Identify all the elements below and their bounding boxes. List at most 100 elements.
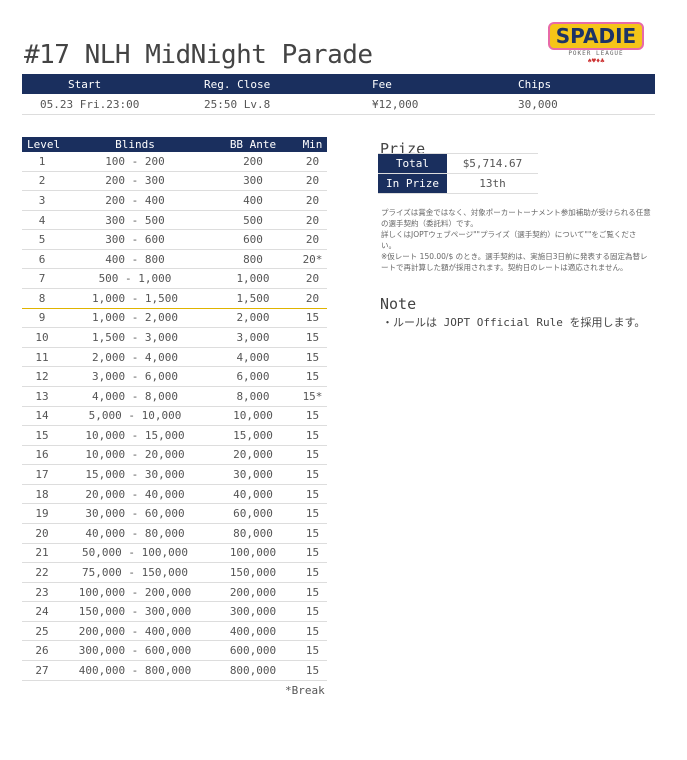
info-header: Start Reg. Close Fee Chips <box>22 74 655 94</box>
bb-ante-cell: 400,000 <box>229 624 277 638</box>
blinds-cell: 300,000 - 600,000 <box>78 644 192 658</box>
min-cell: 15 <box>305 487 320 501</box>
bb-ante-cell: 40,000 <box>233 487 273 501</box>
blind-level-row: 21 50,000 - 100,000 100,000 15 <box>22 544 327 564</box>
level-cell: 17 <box>35 468 49 482</box>
blinds-table: Level Blinds BB Ante Min 1 100 - 200 200 20… <box>22 137 327 681</box>
note-heading: Note <box>380 295 417 313</box>
blinds-cell: 150,000 - 300,000 <box>78 605 192 619</box>
bb-ante-cell: 3,000 <box>236 330 270 344</box>
level-cell: 9 <box>38 311 46 325</box>
bb-ante-cell: 15,000 <box>233 428 273 442</box>
level-cell: 18 <box>35 487 49 501</box>
min-cell: 15 <box>305 428 320 442</box>
bb-ante-cell: 60,000 <box>233 507 273 521</box>
min-cell: 15 <box>305 663 320 677</box>
min-cell: 20 <box>305 291 320 305</box>
min-cell: 15 <box>305 644 320 658</box>
in-prize-label: In Prize <box>378 174 447 193</box>
level-cell: 2 <box>38 174 46 188</box>
bb-ante-cell: 6,000 <box>236 370 270 384</box>
blinds-cell: 2,000 - 4,000 <box>91 350 179 364</box>
bb-ante-cell: 30,000 <box>233 468 273 482</box>
min-cell: 15 <box>305 468 320 482</box>
min-cell: 15 <box>305 311 320 325</box>
prize-notes: プライズは賞金ではなく、対象ポーカートーナメント参加補助が受けられる任意の選手契… <box>381 207 651 273</box>
level-cell: 24 <box>35 605 49 619</box>
bb-ante-cell: 80,000 <box>233 526 273 540</box>
logo-word: SPADIE <box>547 22 645 50</box>
blinds-cell: 400,000 - 800,000 <box>78 663 192 677</box>
level-cell: 20 <box>35 526 49 540</box>
bb-ante-cell: 300,000 <box>229 605 277 619</box>
level-cell: 21 <box>35 546 49 560</box>
blinds-cell: 200 - 400 <box>105 193 165 207</box>
prize-row-total: Total $5,714.67 <box>378 153 538 173</box>
blind-level-row: 18 20,000 - 40,000 40,000 15 <box>22 485 327 505</box>
level-cell: 19 <box>35 507 49 521</box>
blinds-cell: 10,000 - 20,000 <box>85 448 185 462</box>
level-cell: 3 <box>38 193 46 207</box>
blinds-cell: 40,000 - 80,000 <box>85 526 185 540</box>
blinds-cell: 500 - 1,000 <box>98 272 172 286</box>
blinds-cell: 200,000 - 400,000 <box>78 624 192 638</box>
min-cell: 15 <box>305 624 320 638</box>
blinds-cell: 50,000 - 100,000 <box>82 546 188 560</box>
min-cell: 15 <box>305 350 320 364</box>
bb-ante-cell: 1,000 <box>236 272 270 286</box>
bb-ante-cell: 8,000 <box>236 389 270 403</box>
blind-level-row: 13 4,000 - 8,000 8,000 15* <box>22 387 327 407</box>
level-cell: 14 <box>35 409 49 423</box>
bb-ante-cell: 600 <box>243 233 263 247</box>
bb-ante-cell: 300 <box>243 174 263 188</box>
bb-ante-cell: 150,000 <box>229 565 277 579</box>
level-cell: 15 <box>35 428 49 442</box>
bb-ante-cell: 10,000 <box>233 409 273 423</box>
bb-ante-cell: 500 <box>243 213 263 227</box>
blinds-cell: 75,000 - 150,000 <box>82 565 188 579</box>
blind-level-row: 2 200 - 300 300 20 <box>22 172 327 192</box>
bb-ante-cell: 2,000 <box>236 311 270 325</box>
blinds-cell: 30,000 - 60,000 <box>85 507 185 521</box>
level-cell: 5 <box>38 233 46 247</box>
spadie-logo: SPADIE POKER LEAGUE ♠♥♦♣ <box>546 22 646 72</box>
min-cell: 15* <box>302 389 323 403</box>
min-cell: 15 <box>305 565 320 579</box>
min-cell: 15 <box>305 409 320 423</box>
blind-level-row: 5 300 - 600 600 20 <box>22 230 327 250</box>
level-cell: 1 <box>38 154 46 168</box>
level-cell: 7 <box>38 272 46 286</box>
bb-ante-cell: 800 <box>243 252 263 266</box>
header-blinds: Blinds <box>115 138 155 151</box>
min-cell: 20* <box>302 252 323 266</box>
blind-level-row: 9 1,000 - 2,000 2,000 15 <box>22 309 327 329</box>
blinds-cell: 100 - 200 <box>105 154 165 168</box>
blinds-cell: 1,500 - 3,000 <box>91 330 179 344</box>
info-row: 05.23 Fri.23:00 25:50 Lv.8 ¥12,000 30,00… <box>22 94 655 115</box>
bb-ante-cell: 100,000 <box>229 546 277 560</box>
in-prize-value: 13th <box>479 177 506 190</box>
level-cell: 25 <box>35 624 49 638</box>
blind-level-row: 11 2,000 - 4,000 4,000 15 <box>22 348 327 368</box>
min-cell: 20 <box>305 213 320 227</box>
header-reg-close: Reg. Close <box>204 77 271 91</box>
total-label: Total <box>378 154 447 173</box>
logo-sub: POKER LEAGUE <box>568 50 624 57</box>
min-cell: 20 <box>305 272 320 286</box>
blind-level-row: 3 200 - 400 400 20 <box>22 191 327 211</box>
start-value: 05.23 Fri.23:00 <box>40 97 140 111</box>
blind-level-row: 26 300,000 - 600,000 600,000 15 <box>22 641 327 662</box>
min-cell: 20 <box>305 174 320 188</box>
min-cell: 15 <box>305 370 320 384</box>
level-cell: 12 <box>35 370 49 384</box>
blinds-cell: 4,000 - 8,000 <box>91 389 179 403</box>
min-cell: 15 <box>305 526 320 540</box>
blind-level-row: 23 100,000 - 200,000 200,000 15 <box>22 583 327 603</box>
blind-level-row: 15 10,000 - 15,000 15,000 15 <box>22 426 327 446</box>
blinds-cell: 15,000 - 30,000 <box>85 468 185 482</box>
blinds-cell: 10,000 - 15,000 <box>85 428 185 442</box>
blind-level-row: 4 300 - 500 500 20 <box>22 211 327 231</box>
blind-level-row: 8 1,000 - 1,500 1,500 20 <box>22 289 327 309</box>
blinds-cell: 100,000 - 200,000 <box>78 585 192 599</box>
